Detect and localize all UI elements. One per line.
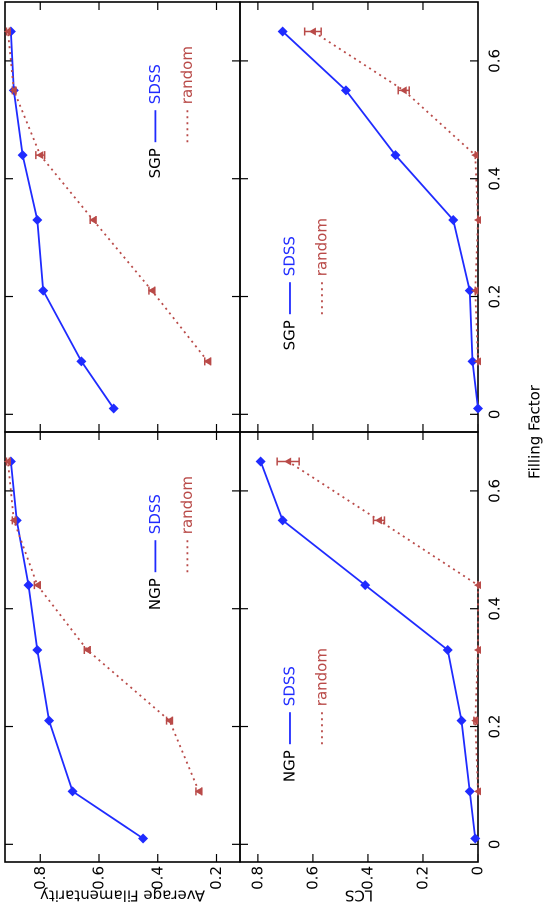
legend-label: SDSS	[146, 64, 164, 104]
data-point	[9, 86, 17, 95]
data-point	[203, 357, 211, 366]
data-point	[194, 787, 202, 796]
legend-label: random	[178, 46, 196, 104]
data-point	[277, 26, 288, 37]
data-point	[442, 644, 453, 655]
y-tick-label: 0.4	[358, 866, 376, 890]
region-label: SGP	[146, 148, 164, 178]
data-point	[474, 581, 481, 590]
rotated-figure: 0.2 0.4 0.6 0.8 NGP SDSS random Average Filamen…	[3, 1, 544, 905]
data-point	[38, 285, 49, 296]
x-tick-label: 0.2	[486, 285, 504, 309]
data-point	[284, 457, 292, 466]
data-point	[3, 457, 11, 466]
series-line	[9, 461, 144, 840]
data-point	[464, 285, 475, 296]
data-point	[165, 716, 173, 725]
data-point	[36, 151, 44, 160]
legend-label: random	[312, 648, 330, 706]
series-line	[9, 31, 115, 409]
y-tick-label: 0.4	[148, 866, 166, 890]
y-tick-label: 0.2	[413, 866, 431, 890]
series-line	[7, 31, 209, 362]
data-point	[474, 645, 481, 654]
legend-label: random	[178, 476, 196, 534]
panel-frame	[239, 431, 479, 863]
data-point	[3, 27, 11, 36]
x-tick-label: 0	[486, 410, 504, 420]
panel-frame	[4, 1, 241, 433]
x-tick-label: 0.4	[486, 167, 504, 191]
y-axis-label: LCS	[345, 887, 373, 905]
data-point	[473, 403, 483, 414]
data-point	[474, 357, 481, 366]
data-point	[467, 356, 478, 367]
data-point	[76, 356, 87, 367]
data-point	[390, 150, 401, 161]
data-point	[308, 27, 316, 36]
data-point	[474, 787, 481, 796]
data-point	[255, 456, 266, 467]
data-point	[340, 85, 351, 96]
data-point	[33, 581, 41, 590]
data-point	[474, 215, 481, 224]
y-tick-label: 0.2	[207, 866, 225, 890]
x-tick-label: 0	[486, 840, 504, 850]
data-point	[399, 86, 407, 95]
data-point	[67, 786, 78, 797]
legend-label: SDSS	[146, 494, 164, 534]
data-point	[108, 403, 119, 414]
data-point	[456, 715, 467, 726]
data-point	[360, 580, 371, 591]
panel-frame	[239, 1, 479, 433]
x-tick-label: 0.2	[486, 715, 504, 739]
y-tick-label: 0.8	[248, 866, 266, 890]
region-label: NGP	[146, 578, 164, 610]
data-point	[471, 716, 479, 725]
data-point	[83, 645, 91, 654]
region-label: NGP	[280, 750, 298, 782]
data-point	[17, 150, 28, 161]
x-axis-label: Filling Factor	[526, 384, 544, 479]
data-point	[448, 214, 459, 225]
x-tick-label: 0.6	[486, 479, 504, 503]
data-point	[138, 833, 149, 844]
y-tick-label: 0	[469, 866, 487, 876]
panel-frame	[4, 431, 241, 863]
data-point	[374, 516, 382, 525]
data-point	[9, 516, 17, 525]
data-point	[464, 786, 475, 797]
data-point	[471, 151, 479, 160]
data-point	[32, 644, 43, 655]
series-line	[7, 461, 200, 792]
data-point	[44, 715, 55, 726]
region-label: SGP	[280, 320, 298, 350]
data-point	[277, 515, 288, 526]
series-line	[287, 460, 479, 792]
legend-label: SDSS	[280, 666, 298, 706]
y-tick-label: 0.6	[303, 866, 321, 890]
data-point	[471, 286, 479, 295]
series-line	[312, 30, 479, 362]
x-tick-label: 0.4	[486, 597, 504, 621]
y-tick-label: 0.6	[90, 866, 108, 890]
data-point	[23, 580, 34, 591]
y-axis-label: Average Filamentarity	[40, 887, 205, 905]
y-tick-label: 0.8	[31, 866, 49, 890]
data-point	[147, 286, 155, 295]
legend-label: SDSS	[280, 236, 298, 276]
data-point	[89, 215, 97, 224]
legend-label: random	[312, 218, 330, 276]
x-tick-label: 0.6	[486, 49, 504, 73]
data-point	[470, 833, 481, 844]
data-point	[32, 214, 43, 225]
